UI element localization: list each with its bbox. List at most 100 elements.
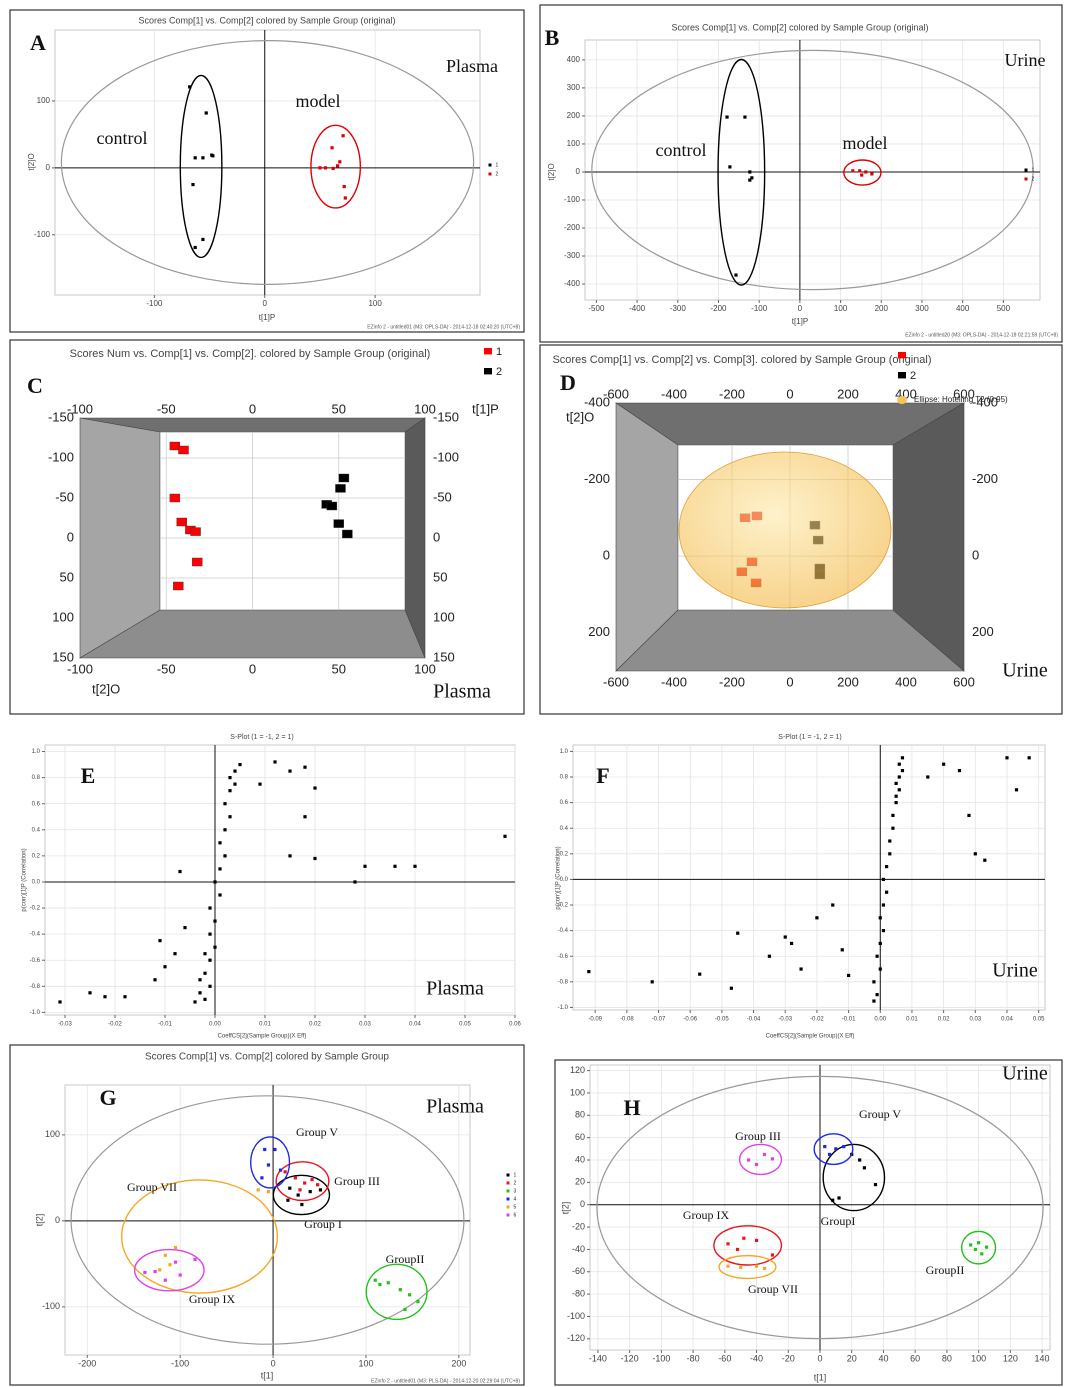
x-tick-label: -100 bbox=[751, 304, 768, 313]
legend-swatch bbox=[506, 1173, 510, 1177]
point bbox=[173, 1260, 178, 1264]
x-tick-label: 0.00 bbox=[874, 1017, 886, 1023]
point bbox=[303, 1181, 307, 1185]
point bbox=[973, 852, 977, 856]
x-tick-label: 20 bbox=[847, 1353, 857, 1363]
point bbox=[163, 1278, 167, 1282]
point bbox=[980, 1252, 984, 1256]
panel-letter: B bbox=[545, 25, 560, 50]
group-ellipse bbox=[718, 1254, 777, 1280]
y-axis-label: p(corr)[1]P (Correlation) bbox=[22, 848, 28, 911]
annotation: Group VII bbox=[748, 1282, 798, 1296]
chart-title: Scores Comp[1] vs. Comp[2] colored by Sa… bbox=[145, 1052, 389, 1063]
point bbox=[789, 941, 794, 946]
y-tick-label: -150 bbox=[433, 409, 459, 424]
group-ellipse bbox=[843, 159, 882, 186]
annotation: Urine bbox=[1002, 1063, 1048, 1085]
point bbox=[875, 954, 879, 958]
y-tick-label: -0.8 bbox=[558, 979, 569, 985]
chart-title: Scores Comp[1] vs. Comp[2] colored by Sa… bbox=[138, 15, 395, 25]
legend-label: 1 bbox=[1032, 167, 1035, 173]
point bbox=[260, 1176, 264, 1180]
annotation: Group III bbox=[735, 1129, 781, 1143]
x-axis-label: t[1] bbox=[814, 1372, 827, 1382]
point bbox=[326, 501, 338, 511]
point bbox=[303, 765, 307, 769]
point bbox=[363, 864, 367, 868]
legend-label: 1 bbox=[496, 162, 499, 168]
x-axis-label: t[1]P bbox=[472, 401, 499, 416]
panel-letter: G bbox=[99, 1085, 116, 1110]
x-tick-label: -400 bbox=[661, 674, 687, 689]
x-axis-label: CoeffCS[2](Sample Group)(X Eff) bbox=[218, 1034, 307, 1040]
plot-area bbox=[572, 744, 1046, 1011]
point bbox=[834, 1147, 838, 1151]
y-tick-label: 60 bbox=[575, 1132, 585, 1142]
point bbox=[736, 931, 740, 935]
y-tick-label: -300 bbox=[564, 251, 581, 260]
y-tick-label: -100 bbox=[34, 230, 51, 239]
x-tick-label: 0 bbox=[249, 401, 256, 416]
point bbox=[846, 973, 851, 978]
x-axis-label: CoeffCS[2](Sample Group)(X Eff) bbox=[766, 1034, 855, 1040]
y-tick-label: 300 bbox=[567, 83, 581, 92]
annotation: Plasma bbox=[446, 56, 498, 76]
point bbox=[342, 184, 346, 189]
panel-letter: H bbox=[623, 1095, 640, 1120]
x-tick-label: -200 bbox=[710, 304, 727, 313]
point bbox=[373, 1278, 377, 1282]
annotation: Group IX bbox=[683, 1208, 730, 1222]
point bbox=[263, 1147, 267, 1152]
x-tick-label: -0.09 bbox=[588, 1017, 602, 1023]
point bbox=[88, 991, 92, 995]
point bbox=[698, 972, 702, 976]
point bbox=[201, 156, 205, 160]
point bbox=[318, 166, 322, 170]
point bbox=[969, 1243, 973, 1247]
x-tick-label: 200 bbox=[837, 674, 859, 689]
point bbox=[153, 978, 157, 982]
point bbox=[208, 932, 212, 936]
point bbox=[193, 156, 197, 160]
x-tick-label: 0 bbox=[817, 1353, 822, 1363]
point bbox=[178, 445, 189, 455]
point bbox=[266, 1190, 271, 1194]
x-tick-label: -500 bbox=[588, 304, 605, 313]
point bbox=[398, 1288, 402, 1292]
y-tick-label: 0 bbox=[67, 529, 74, 544]
annotation: GroupI bbox=[821, 1214, 856, 1228]
point bbox=[403, 1307, 407, 1312]
x-tick-label: -200 bbox=[719, 674, 745, 689]
x-tick-label: 400 bbox=[956, 304, 970, 313]
y-tick-label: 100 bbox=[45, 1129, 60, 1139]
point bbox=[203, 952, 207, 956]
chart-title: Scores Comp[1] vs. Comp[2] vs. Comp[3]. … bbox=[552, 354, 931, 366]
point bbox=[228, 789, 232, 793]
point bbox=[416, 1300, 420, 1304]
back-wall bbox=[159, 431, 406, 611]
legend-swatch bbox=[898, 372, 906, 379]
point bbox=[815, 916, 819, 920]
panel-border bbox=[9, 9, 525, 333]
point bbox=[831, 1198, 835, 1202]
point bbox=[393, 864, 397, 868]
point bbox=[228, 815, 232, 819]
panel-letter: A bbox=[30, 30, 46, 55]
y-tick-label: 0.6 bbox=[560, 800, 569, 806]
legend-swatch bbox=[506, 1189, 510, 1193]
x-tick-label: -100 bbox=[146, 299, 163, 308]
point bbox=[977, 1241, 981, 1245]
point bbox=[123, 995, 127, 999]
point bbox=[188, 85, 192, 89]
point bbox=[739, 1265, 743, 1269]
y-tick-label: -100 bbox=[42, 1301, 60, 1311]
point bbox=[983, 858, 987, 862]
y-tick-label: 100 bbox=[433, 609, 455, 624]
y-tick-label: -200 bbox=[972, 471, 998, 486]
point bbox=[926, 775, 930, 779]
y-tick-label: 200 bbox=[972, 624, 994, 639]
point bbox=[333, 519, 344, 528]
footer: EZinfo 2 - untitled01 (M3: PLS-DA) - 201… bbox=[371, 1378, 520, 1384]
point bbox=[198, 978, 202, 982]
x-tick-label: 0.03 bbox=[969, 1017, 981, 1023]
